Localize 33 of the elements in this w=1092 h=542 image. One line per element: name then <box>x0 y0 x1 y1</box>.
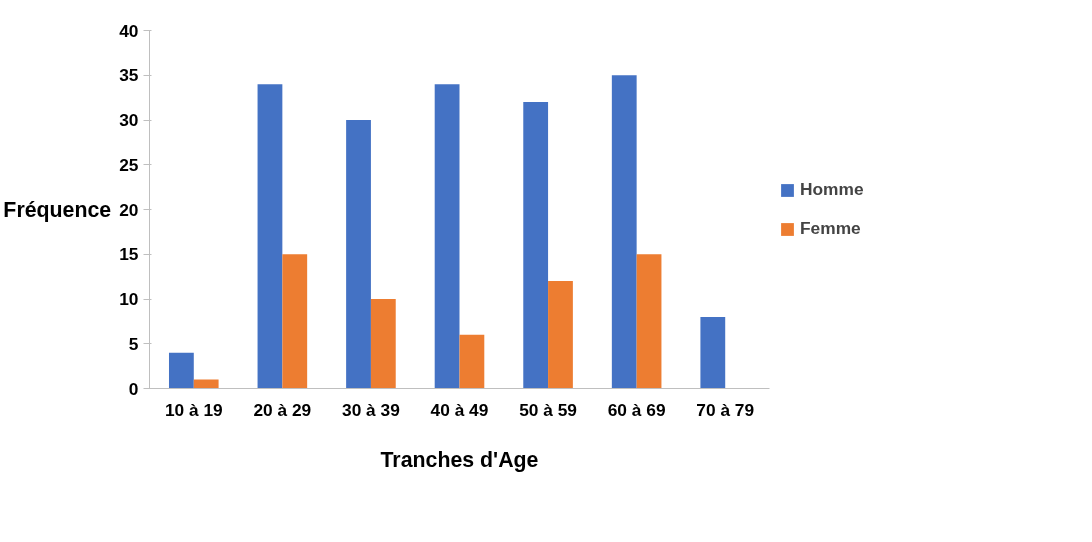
x-tick-label: 60 à 69 <box>607 399 666 420</box>
x-tick-label: 50 à 59 <box>519 399 577 420</box>
y-tick-label: 20 <box>119 199 139 220</box>
bar <box>282 254 308 389</box>
y-tick-label: 25 <box>119 154 139 175</box>
y-tick-label: 30 <box>119 110 139 130</box>
y-tick-label: 5 <box>128 333 139 354</box>
bar <box>700 316 726 389</box>
y-tick-label: 35 <box>119 65 139 86</box>
y-tick-label: 10 <box>119 289 139 309</box>
y-tick-label: 15 <box>119 244 139 265</box>
bar <box>636 254 662 389</box>
bar <box>459 334 485 389</box>
bar <box>548 281 573 389</box>
bar <box>193 379 219 389</box>
y-tick-label: 0 <box>128 378 139 399</box>
bar <box>168 352 194 389</box>
y-axis-title: Fréquence <box>3 197 112 222</box>
x-tick-label: 40 à 49 <box>430 399 489 420</box>
bar <box>257 84 283 389</box>
x-tick-label: 20 à 29 <box>253 399 312 420</box>
bar <box>346 120 371 389</box>
bar <box>523 102 549 389</box>
bar <box>370 299 396 389</box>
y-tick-label: 40 <box>119 20 139 41</box>
x-axis-title: Tranches d'Age <box>380 447 539 472</box>
legend-label: Femme <box>800 218 861 239</box>
legend-label: Homme <box>800 179 864 200</box>
bar <box>434 84 460 389</box>
bar <box>611 75 637 389</box>
x-tick-label: 30 à 39 <box>342 399 400 420</box>
x-tick-label: 10 à 19 <box>164 399 223 420</box>
x-tick-label: 70 à 79 <box>696 399 755 420</box>
